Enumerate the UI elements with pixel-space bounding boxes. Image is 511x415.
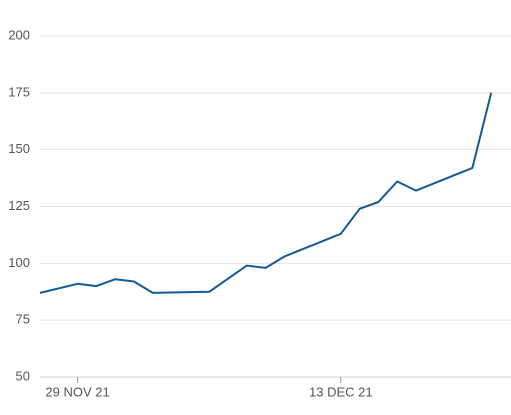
y-tick-label: 175	[8, 84, 30, 99]
x-tick-label: 13 DEC 21	[309, 384, 373, 399]
y-tick-label: 50	[16, 368, 30, 383]
data-line	[39, 92, 493, 294]
y-tick-label: 125	[8, 198, 30, 213]
x-tick-label: 29 NOV 21	[45, 384, 109, 399]
y-tick-label: 75	[16, 312, 30, 327]
y-tick-label: 100	[8, 255, 30, 270]
y-tick-label: 150	[8, 141, 30, 156]
y-tick-label: 200	[8, 27, 30, 42]
